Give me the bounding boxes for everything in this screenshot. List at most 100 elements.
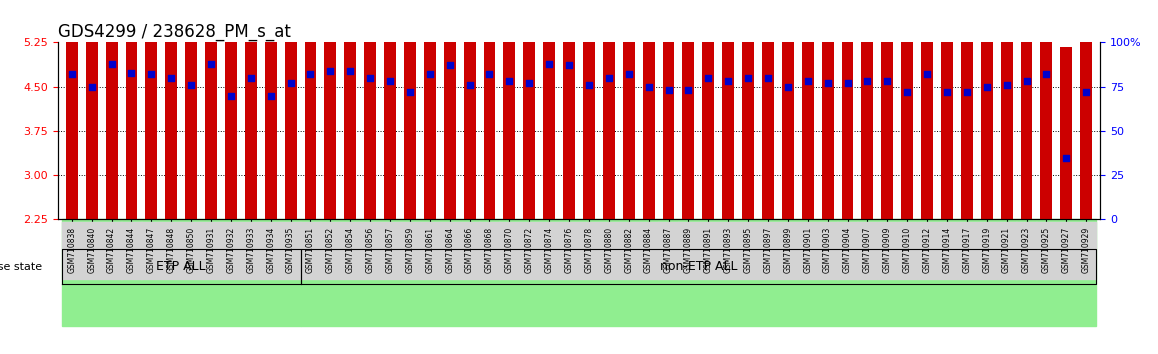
Point xyxy=(977,84,996,90)
Bar xyxy=(961,13,973,219)
Bar xyxy=(424,0,435,219)
Bar xyxy=(185,25,197,219)
Bar xyxy=(881,10,893,219)
Bar xyxy=(801,0,814,219)
Bar xyxy=(782,14,793,219)
Point xyxy=(201,61,220,67)
Bar xyxy=(1061,47,1072,219)
Bar xyxy=(1001,10,1012,219)
Point xyxy=(739,75,757,81)
Point xyxy=(420,72,439,77)
Point xyxy=(1077,89,1095,95)
Point xyxy=(838,80,857,86)
Bar xyxy=(301,219,1097,326)
Point xyxy=(440,63,459,68)
Bar xyxy=(305,0,316,219)
Point xyxy=(520,80,538,86)
Bar xyxy=(86,38,97,219)
Point xyxy=(63,72,81,77)
Point xyxy=(897,89,916,95)
Point xyxy=(321,68,339,74)
Bar xyxy=(384,0,396,219)
Point xyxy=(381,79,400,84)
Bar xyxy=(941,13,953,219)
Bar xyxy=(623,2,635,219)
Bar xyxy=(1080,20,1092,219)
Point xyxy=(758,75,777,81)
Point xyxy=(301,72,320,77)
Point xyxy=(281,80,300,86)
Bar xyxy=(682,14,695,219)
Point xyxy=(123,70,141,75)
Bar xyxy=(285,25,296,219)
Point xyxy=(719,79,738,84)
Point xyxy=(1057,155,1076,160)
Point xyxy=(162,75,181,81)
Point xyxy=(918,72,937,77)
Point xyxy=(659,87,677,93)
Point xyxy=(778,84,797,90)
Point xyxy=(481,72,499,77)
Point xyxy=(858,79,877,84)
Point xyxy=(340,68,359,74)
Point xyxy=(699,75,718,81)
Point xyxy=(461,82,479,88)
Bar xyxy=(404,28,416,219)
Bar xyxy=(742,0,754,219)
Bar xyxy=(822,7,834,219)
Bar xyxy=(702,0,714,219)
Bar xyxy=(981,10,992,219)
Bar xyxy=(146,0,157,219)
Bar xyxy=(125,4,138,219)
Bar xyxy=(463,31,476,219)
Point xyxy=(620,72,638,77)
Point xyxy=(958,89,976,95)
Point xyxy=(262,93,280,98)
Bar xyxy=(842,6,853,219)
Point xyxy=(1017,79,1035,84)
Bar xyxy=(444,0,456,219)
Point xyxy=(580,82,599,88)
Bar xyxy=(582,10,595,219)
Point xyxy=(401,89,419,95)
Bar xyxy=(344,0,357,219)
Text: GDS4299 / 238628_PM_s_at: GDS4299 / 238628_PM_s_at xyxy=(58,23,291,41)
Bar xyxy=(723,6,734,219)
Point xyxy=(361,75,380,81)
Bar xyxy=(166,6,177,219)
Bar xyxy=(265,41,277,219)
Bar xyxy=(504,2,515,219)
Point xyxy=(142,72,161,77)
Bar xyxy=(762,0,774,219)
Point xyxy=(540,61,558,67)
Point xyxy=(500,79,519,84)
Bar xyxy=(225,2,237,219)
Bar xyxy=(603,4,615,219)
Point xyxy=(102,61,120,67)
Point xyxy=(639,84,658,90)
Text: disease state: disease state xyxy=(0,262,42,272)
Point xyxy=(182,82,200,88)
Bar xyxy=(563,0,576,219)
Point xyxy=(819,80,837,86)
Bar xyxy=(1020,0,1033,219)
Point xyxy=(997,82,1016,88)
Point xyxy=(559,63,578,68)
Point xyxy=(878,79,896,84)
Point xyxy=(221,93,240,98)
Point xyxy=(938,89,957,95)
Bar xyxy=(244,6,257,219)
Bar xyxy=(921,2,933,219)
Bar xyxy=(365,0,376,219)
Text: ETP ALL: ETP ALL xyxy=(156,260,206,273)
Point xyxy=(679,87,697,93)
Point xyxy=(799,79,818,84)
Bar xyxy=(662,14,674,219)
Bar xyxy=(61,219,301,326)
Bar xyxy=(643,14,654,219)
Bar xyxy=(66,0,78,219)
Bar xyxy=(523,6,535,219)
Point xyxy=(1038,72,1056,77)
Bar xyxy=(105,0,118,219)
Bar xyxy=(543,0,555,219)
